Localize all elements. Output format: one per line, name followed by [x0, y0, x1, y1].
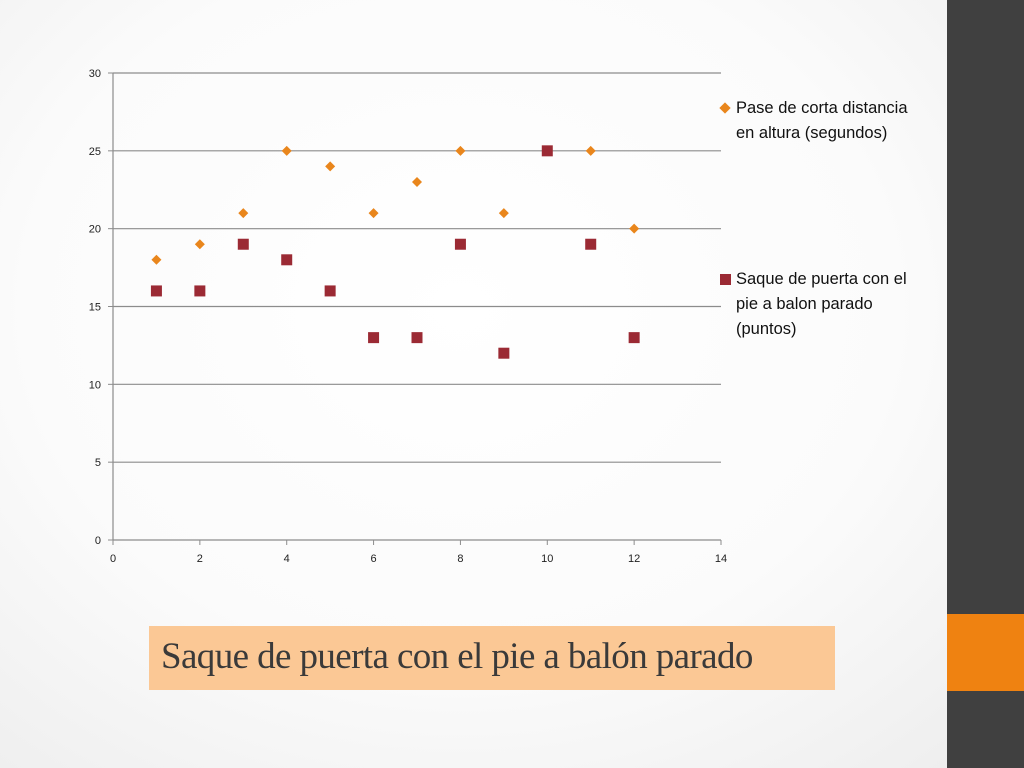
data-point-diamond [412, 176, 422, 187]
x-tick-label: 12 [628, 553, 640, 565]
data-point-square [368, 332, 380, 344]
data-point-square [281, 254, 293, 266]
x-tick-label: 2 [197, 553, 203, 565]
x-tick-label: 0 [110, 553, 116, 565]
data-point-diamond [455, 145, 466, 156]
data-point-diamond [325, 161, 336, 172]
data-point-diamond [585, 145, 596, 156]
slide-title: Saque de puerta con el pie a balón parad… [161, 636, 753, 677]
data-point-square [411, 332, 423, 344]
data-point-square [585, 238, 597, 250]
data-point-square [150, 285, 162, 297]
scatter-chart: 0 5 10 15 20 25 30 0 2 4 6 8 10 12 14 [89, 68, 727, 565]
sidebar-accent-block [947, 614, 1024, 691]
data-point-diamond [194, 239, 205, 250]
legend-label-saque: Saque de puerta con el pie a balon parad… [736, 270, 907, 338]
slide-title-box: Saque de puerta con el pie a balón parad… [149, 626, 835, 690]
y-tick-label: 25 [89, 146, 101, 158]
y-tick-label: 5 [95, 457, 101, 469]
legend-square-marker-icon [720, 274, 731, 285]
data-point-square [194, 285, 206, 297]
x-tick-label: 4 [284, 553, 290, 565]
x-tick-label: 6 [371, 553, 377, 565]
data-point-diamond [238, 208, 249, 219]
y-tick-label: 0 [95, 535, 101, 547]
data-point-diamond [368, 208, 379, 219]
data-point-diamond [629, 223, 640, 234]
data-point-square [541, 145, 553, 157]
y-tick-label: 15 [89, 302, 101, 314]
data-point-diamond [498, 208, 509, 219]
y-tick-label: 20 [89, 224, 101, 236]
data-point-diamond [281, 145, 292, 156]
data-point-square [454, 238, 466, 250]
legend-label-pase: Pase de corta distancia en altura (segun… [736, 99, 908, 142]
data-point-square [498, 347, 510, 359]
x-tick-label: 10 [541, 553, 553, 565]
data-point-square [628, 332, 640, 344]
x-tick-label: 14 [715, 553, 727, 565]
data-point-square [237, 238, 249, 250]
data-point-square [324, 285, 336, 297]
x-tick-label: 8 [457, 553, 463, 565]
y-tick-label: 30 [89, 68, 101, 80]
data-point-diamond [151, 254, 162, 265]
y-tick-label: 10 [89, 379, 101, 391]
